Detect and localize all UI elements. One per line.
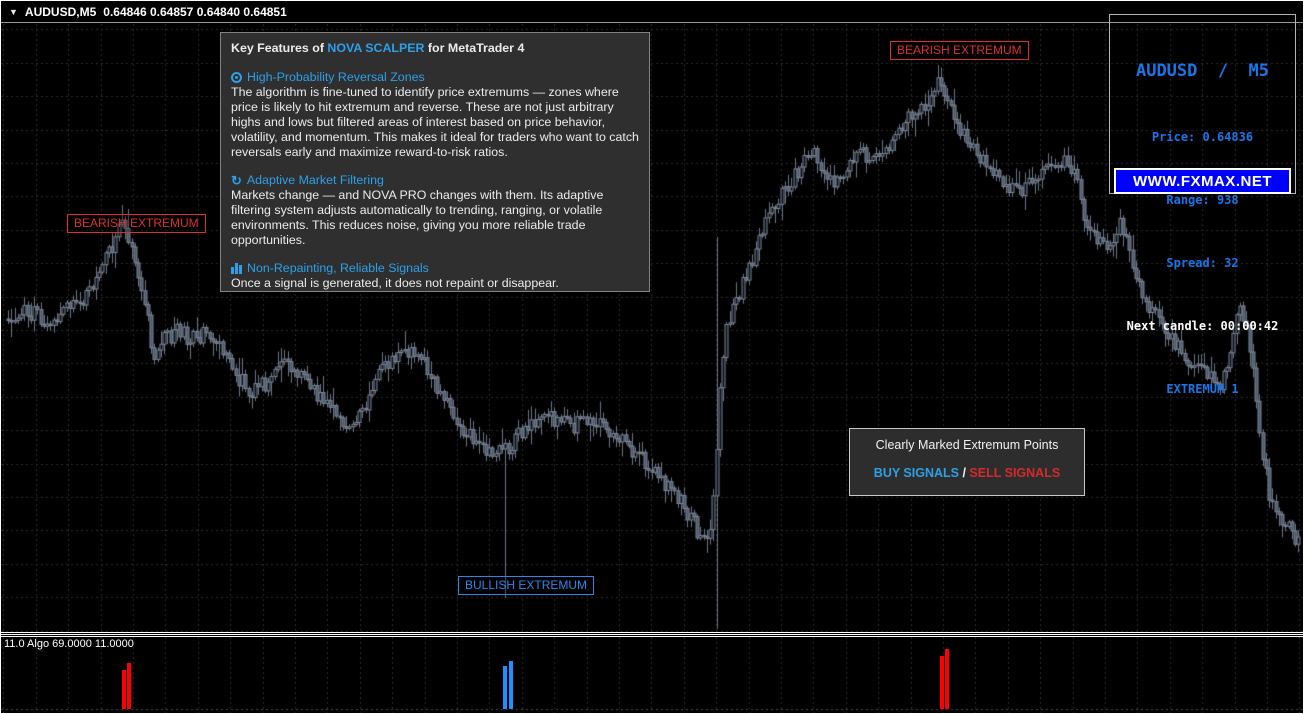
- panel-spread-row: Spread: 32: [1166, 256, 1239, 270]
- ohlc-quotes: 0.64846 0.64857 0.64840 0.64851: [103, 4, 287, 19]
- feature-body: Markets change — and NOVA PRO changes wi…: [231, 188, 604, 247]
- price-chart-canvas[interactable]: [1, 24, 1303, 632]
- panel-price-row: Price: 0.64836: [1151, 130, 1254, 144]
- bullish-extremum-label: BULLISH EXTREMUM: [458, 576, 595, 595]
- feature-section-non-repainting: Non-Repainting, Reliable Signals Once a …: [231, 261, 639, 291]
- product-name: NOVA SCALPER: [327, 41, 425, 55]
- panel-extremum-row: EXTREMUM 1: [1166, 382, 1239, 396]
- panel-range-row: Range: 938: [1166, 193, 1239, 207]
- pane-separator[interactable]: [1, 632, 1303, 637]
- indicator-bar: [940, 656, 944, 709]
- feature-box-title: Key Features of NOVA SCALPER for MetaTra…: [231, 41, 525, 55]
- bearish-extremum-label: BEARISH EXTREMUM: [67, 214, 206, 233]
- signals-legend-title: Clearly Marked Extremum Points: [875, 438, 1059, 452]
- indicator-pane-canvas[interactable]: [1, 637, 1303, 713]
- feature-section-reversal-zones: High-Probability Reversal Zones The algo…: [231, 70, 639, 160]
- feature-body: The algorithm is fine-tuned to identify …: [231, 85, 639, 159]
- panel-next-candle-row: Next candle: 00:00:42: [1126, 319, 1279, 333]
- feature-heading: High-Probability Reversal Zones: [247, 70, 425, 84]
- sell-signals-label: SELL SIGNALS: [969, 466, 1061, 480]
- feature-info-box: Key Features of NOVA SCALPER for MetaTra…: [220, 32, 650, 292]
- indicator-bar: [127, 663, 131, 709]
- chart-title-bar: ▼ AUDUSD,M5 0.64846 0.64857 0.64840 0.64…: [1, 1, 1303, 23]
- indicator-bar: [503, 666, 507, 709]
- indicator-bar: [509, 661, 513, 709]
- indicator-name-label: 11.0 Algo 69.0000 11.0000: [4, 638, 134, 650]
- signals-separator: /: [959, 466, 970, 480]
- symbol-info-panel: AUDUSD / M5 Price: 0.64836 Range: 938 Sp…: [1109, 14, 1296, 396]
- feature-section-adaptive-filtering: ↻ Adaptive Market Filtering Markets chan…: [231, 173, 639, 248]
- buy-signals-label: BUY SIGNALS: [873, 466, 959, 480]
- bar-chart-icon: [231, 263, 242, 274]
- indicator-bar: [945, 649, 949, 709]
- target-icon: [231, 72, 242, 83]
- indicator-bar: [122, 670, 126, 709]
- feature-heading: Non-Repainting, Reliable Signals: [247, 261, 429, 275]
- signals-legend-box: Clearly Marked Extremum Points BUY SIGNA…: [849, 428, 1085, 496]
- panel-symbol-title: AUDUSD / M5: [1135, 61, 1270, 81]
- symbol-period-label: AUDUSD,M5: [24, 4, 97, 19]
- triangle-down-icon[interactable]: ▼: [9, 6, 18, 17]
- fxmax-website-button[interactable]: WWW.FXMAX.NET: [1114, 168, 1291, 194]
- bearish-extremum-label: BEARISH EXTREMUM: [890, 41, 1029, 60]
- refresh-icon: ↻: [231, 173, 242, 188]
- feature-body: Once a signal is generated, it does not …: [231, 276, 559, 290]
- feature-heading: Adaptive Market Filtering: [246, 173, 384, 187]
